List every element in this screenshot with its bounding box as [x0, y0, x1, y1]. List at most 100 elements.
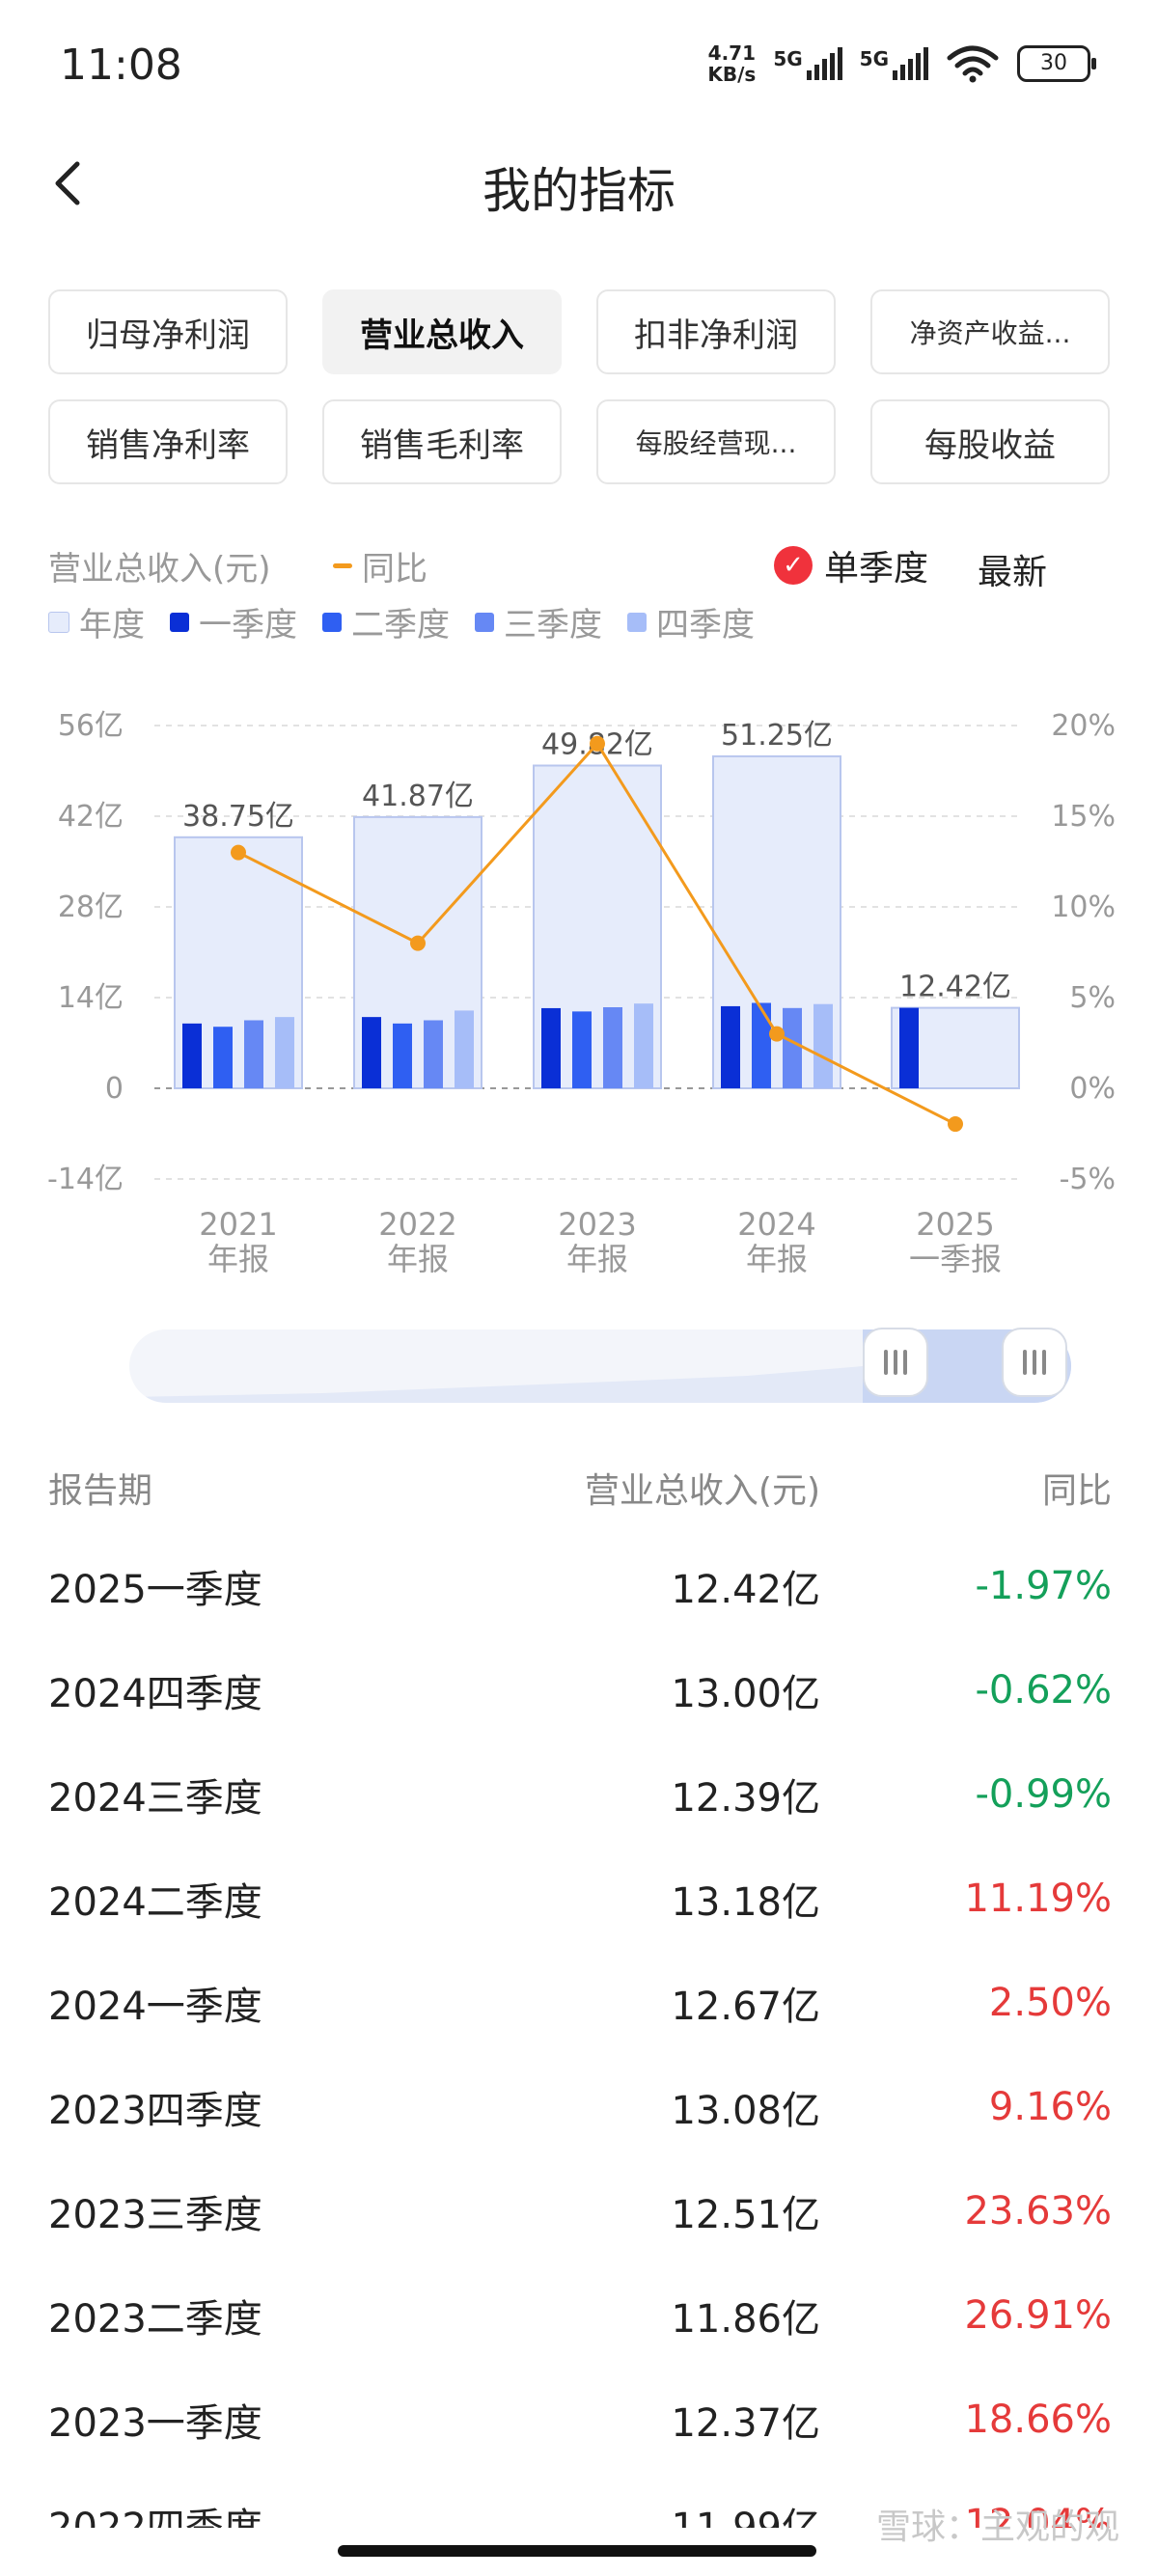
cell-period: 2023一季度	[48, 2401, 262, 2446]
signal-1: 5G	[773, 47, 842, 80]
signal-1-label: 5G	[773, 47, 803, 70]
status-time: 11:08	[60, 41, 182, 90]
quarter-bar	[783, 1007, 802, 1088]
cell-yoy: -0.99%	[975, 1772, 1112, 1817]
table-row[interactable]: 2024一季度 12.67亿 2.50%	[48, 1951, 1112, 2055]
table-row[interactable]: 2023一季度 12.37亿 18.66%	[48, 2368, 1112, 2472]
table-row[interactable]: 2024三季度 12.39亿 -0.99%	[48, 1742, 1112, 1847]
legend-label: 四季度	[656, 606, 755, 644]
table-row[interactable]: 2023四季度 13.08亿 9.16%	[48, 2055, 1112, 2159]
signal-2-label: 5G	[859, 47, 889, 70]
header-period[interactable]: 报告期	[48, 1471, 153, 1511]
annual-value-label: 41.87亿	[362, 780, 474, 813]
y-tick-label: 0	[105, 1072, 124, 1106]
filter-chip[interactable]: 净资产收益...	[870, 289, 1110, 374]
cell-period: 2022四季度	[48, 2506, 262, 2528]
annual-value-label: 51.25亿	[721, 719, 833, 753]
y-tick-label: -14亿	[47, 1163, 124, 1196]
signal-icon	[806, 47, 842, 80]
back-arrow-icon[interactable]	[42, 154, 100, 212]
filter-chip[interactable]: 销售毛利率	[322, 399, 562, 484]
quarter-bar	[275, 1017, 294, 1088]
legend-item-q3[interactable]: 三季度	[475, 598, 602, 645]
swatch-q3	[475, 612, 494, 632]
legend-label: 年度	[79, 606, 145, 644]
header-revenue[interactable]: 营业总收入(元)	[584, 1471, 820, 1511]
y-tick-label: 28亿	[58, 891, 124, 924]
y2-tick-label: 0%	[1069, 1072, 1116, 1106]
cell-revenue: 13.00亿	[671, 1672, 820, 1716]
cell-period: 2023二季度	[48, 2297, 262, 2342]
cell-yoy: 18.66%	[964, 2398, 1112, 2442]
range-handle-right[interactable]	[1002, 1328, 1067, 1397]
legend-item-q1[interactable]: 一季度	[170, 598, 297, 645]
wifi-icon	[947, 45, 999, 83]
yoy-point	[590, 735, 605, 752]
y2-tick-label: 20%	[1051, 709, 1116, 743]
table-row[interactable]: 2025一季度 12.42亿 -1.97%	[48, 1534, 1112, 1638]
x-tick-label: 2023	[558, 1206, 636, 1243]
table-row[interactable]: 2023三季度 12.51亿 23.63%	[48, 2159, 1112, 2263]
table-row[interactable]: 2022四季度 11.99亿 12.04%	[48, 2472, 1112, 2528]
cell-yoy: -0.62%	[975, 1668, 1112, 1713]
home-indicator[interactable]	[338, 2545, 816, 2557]
table-row[interactable]: 2024四季度 13.00亿 -0.62%	[48, 1638, 1112, 1742]
network-speed: 4.71 KB/s	[707, 42, 756, 85]
cell-revenue: 11.86亿	[671, 2297, 820, 2342]
filter-chip[interactable]: 归母净利润	[48, 289, 288, 374]
quarter-bar	[455, 1010, 474, 1088]
cell-period: 2024二季度	[48, 1880, 262, 1925]
cell-period: 2023四季度	[48, 2089, 262, 2133]
table-body: 2025一季度 12.42亿 -1.97% 2024四季度 13.00亿 -0.62% 20…	[48, 1534, 1112, 2528]
quarter-bar	[182, 1023, 202, 1088]
quarter-bar	[813, 1003, 833, 1088]
cell-yoy: 2.50%	[988, 1981, 1112, 2025]
table-scroll-area[interactable]: 2025一季度 12.42亿 -1.97% 2024四季度 13.00亿 -0.62% 20…	[0, 1534, 1158, 2528]
cell-revenue: 12.67亿	[671, 1985, 820, 2029]
cell-period: 2024三季度	[48, 1776, 262, 1821]
network-speed-value: 4.71	[707, 41, 757, 65]
filter-chip[interactable]: 扣非净利润	[596, 289, 836, 374]
y2-tick-label: 15%	[1051, 800, 1116, 834]
legend-label: 一季度	[199, 606, 297, 644]
x-tick-label: 年报	[566, 1241, 628, 1277]
legend-label: 二季度	[351, 606, 450, 644]
quarter-bar	[634, 1003, 653, 1088]
series-legend: 年度 一季度 二季度 三季度 四季度	[48, 598, 755, 645]
slider-sparkline	[129, 1329, 1071, 1403]
quarter-bar	[721, 1005, 740, 1088]
legend-item-annual[interactable]: 年度	[48, 598, 145, 645]
legend-item-q4[interactable]: 四季度	[627, 598, 755, 645]
legend-item-q2[interactable]: 二季度	[322, 598, 450, 645]
filter-chip[interactable]: 每股经营现...	[596, 399, 836, 484]
y-tick-label: 56亿	[58, 709, 124, 743]
y2-tick-label: 5%	[1069, 981, 1116, 1015]
y2-tick-label: 10%	[1051, 891, 1116, 924]
single-quarter-toggle[interactable]: ✓ 单季度	[774, 540, 928, 590]
filter-chip[interactable]: 销售净利率	[48, 399, 288, 484]
quarter-bar	[213, 1027, 233, 1088]
cell-revenue: 12.39亿	[671, 1776, 820, 1821]
table-header: 报告期 营业总收入(元) 同比	[48, 1447, 1112, 1528]
y-tick-label: 42亿	[58, 800, 124, 834]
quarter-bar	[572, 1011, 592, 1088]
quarter-bar	[899, 1007, 919, 1088]
x-tick-label: 年报	[746, 1241, 808, 1277]
status-bar: 11:08 4.71 KB/s 5G 5G 30	[0, 0, 1158, 135]
battery-icon: 30	[1017, 45, 1096, 82]
annual-value-label: 12.42亿	[899, 971, 1011, 1004]
cell-period: 2025一季度	[48, 1568, 262, 1612]
table-row[interactable]: 2023二季度 11.86亿 26.91%	[48, 2263, 1112, 2368]
latest-button[interactable]: 最新	[978, 553, 1048, 592]
header-yoy[interactable]: 同比	[1041, 1471, 1112, 1511]
range-slider-track[interactable]	[129, 1329, 1071, 1403]
yoy-legend-label: 同比	[362, 550, 427, 589]
x-tick-label: 2022	[378, 1206, 456, 1243]
filter-chip-active[interactable]: 营业总收入	[322, 289, 562, 374]
cell-period: 2024四季度	[48, 1672, 262, 1716]
table-row[interactable]: 2024二季度 13.18亿 11.19%	[48, 1847, 1112, 1951]
filter-chip[interactable]: 每股收益	[870, 399, 1110, 484]
range-handle-left[interactable]	[863, 1328, 928, 1397]
signal-2: 5G	[860, 47, 928, 80]
yoy-point	[948, 1116, 963, 1133]
